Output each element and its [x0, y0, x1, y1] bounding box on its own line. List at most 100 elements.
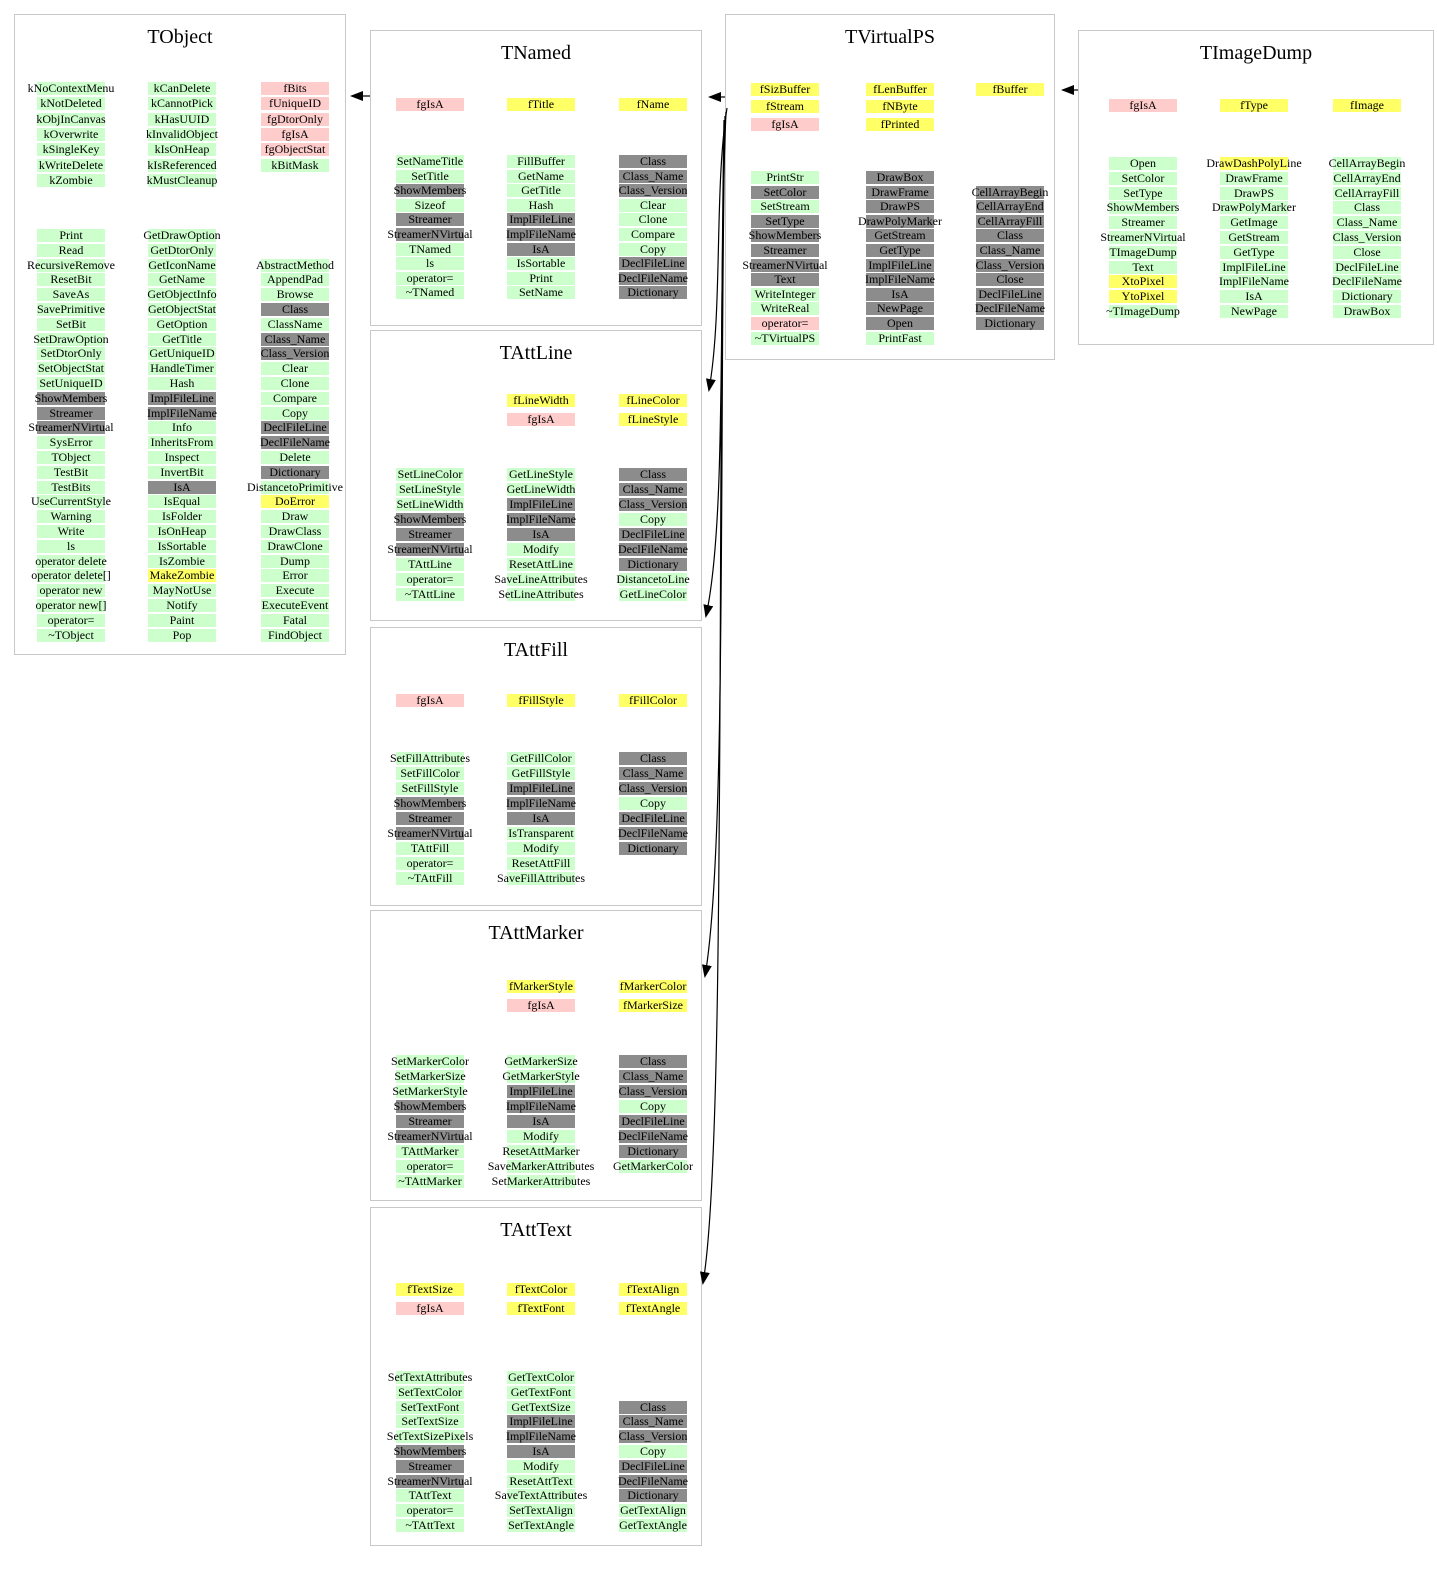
method-cell: GetTextAlign [619, 1503, 687, 1518]
method-cell: operator= [396, 1504, 464, 1518]
method-cell: GetIconName [148, 257, 216, 272]
method-cell: operator= [396, 857, 464, 870]
method-cell: IsA [1220, 290, 1288, 304]
method-cell: GetMarkerColor [613, 1159, 693, 1173]
method-cell: DrawPolyMarker [858, 213, 942, 228]
method-cell: GetName [148, 273, 216, 287]
method-cell: ImplFileName [147, 405, 217, 420]
method-cell: ImplFileName [1219, 274, 1289, 289]
method-cell: Class_Version [618, 183, 688, 198]
data-member-cell: fgObjectStat [261, 143, 329, 157]
method-cell: Class_Name [261, 332, 329, 346]
method-cell: DeclFileName [260, 435, 330, 450]
method-cell: StreamerNVirtual [387, 542, 473, 556]
method-cell: StreamerNVirtual [387, 826, 473, 840]
class-title-timagedump: TImageDump [1199, 42, 1313, 64]
method-cell: Execute [261, 584, 329, 598]
method-cell: StreamerNVirtual [1100, 230, 1186, 244]
method-cell: Pop [148, 628, 216, 642]
method-cell: WriteReal [751, 302, 819, 316]
method-cell: SetTextAttributes [387, 1370, 473, 1384]
data-member-cell: kMustCleanup [146, 172, 218, 187]
data-member-cell: fTextColor [507, 1283, 575, 1296]
class-title-tattmarker: TAttMarker [488, 922, 584, 944]
method-cell: GetFillColor [507, 752, 575, 765]
method-cell: ShowMembers [393, 183, 467, 198]
arrow-tvirtualps-to-tatttext [699, 119, 725, 1285]
data-member-cell: fPrinted [866, 117, 934, 131]
data-member-cell: kCanDelete [148, 82, 216, 95]
method-cell: IsA [507, 242, 575, 256]
method-cell: DeclFileLine [619, 528, 687, 541]
data-member-cell: fgIsA [396, 1301, 464, 1315]
method-cell: SetType [751, 214, 819, 228]
method-cell: Class [976, 229, 1044, 243]
method-cell: PrintStr [751, 171, 819, 184]
method-cell: YtoPixel [1109, 290, 1177, 304]
method-cell: Fatal [261, 613, 329, 627]
method-cell: CellArrayEnd [976, 199, 1044, 214]
method-cell: ShowMembers [34, 390, 108, 405]
method-cell: Close [1333, 245, 1401, 259]
method-cell: Copy [619, 1100, 687, 1113]
method-cell: ~TAttLine [396, 588, 464, 601]
method-cell: IsA [507, 1115, 575, 1128]
method-cell: DeclFileLine [619, 1459, 687, 1473]
data-member-cell: fBuffer [976, 83, 1044, 96]
method-cell: Class_Name [619, 767, 687, 780]
data-member-cell: fMarkerStyle [507, 980, 575, 993]
method-cell: operator= [396, 573, 464, 586]
class-title-tatttext: TAttText [500, 1219, 572, 1241]
data-member-cell: kNotDeleted [37, 97, 105, 111]
method-cell: Print [37, 229, 105, 242]
method-cell: operator new[] [35, 598, 107, 612]
method-cell: SetColor [751, 185, 819, 199]
method-cell: Print [507, 271, 575, 285]
method-cell: Browse [261, 288, 329, 302]
method-cell: Error [261, 569, 329, 583]
method-cell: Open [1109, 157, 1177, 170]
data-member-cell: kZombie [37, 173, 105, 187]
method-cell: IsA [507, 528, 575, 541]
data-member-cell: fTextSize [396, 1283, 464, 1296]
method-cell: ~TAttMarker [396, 1175, 464, 1188]
method-cell: SetObjectStat [37, 361, 105, 376]
method-cell: Compare [619, 228, 687, 241]
data-member-cell: fLineColor [619, 394, 687, 407]
method-cell: IsA [507, 1445, 575, 1458]
data-member-cell: fType [1220, 99, 1288, 112]
method-cell: DistancetoPrimitive [247, 479, 343, 494]
method-cell: TAttFill [396, 842, 464, 855]
method-cell: GetOption [148, 317, 216, 331]
method-cell: operator delete[] [31, 568, 111, 583]
data-member-cell: fMarkerColor [619, 979, 687, 993]
method-cell: DrawFrame [1220, 171, 1288, 185]
method-cell: Modify [507, 543, 575, 556]
method-cell: DistancetoLine [616, 572, 690, 586]
data-member-cell: kIsOnHeap [148, 143, 216, 157]
method-cell: SetLineAttributes [498, 587, 584, 601]
method-cell: Modify [507, 842, 575, 855]
method-cell: SetStream [751, 200, 819, 214]
method-cell: GetMarkerStyle [502, 1069, 580, 1083]
data-member-cell: fgIsA [396, 694, 464, 707]
method-cell: IsFolder [148, 510, 216, 524]
data-member-cell: fLenBuffer [866, 83, 934, 96]
method-cell: SetName [507, 286, 575, 300]
method-cell: SetFillStyle [396, 782, 464, 795]
method-cell: Class_Name [619, 169, 687, 183]
method-cell: GetTitle [148, 332, 216, 346]
method-cell: SaveTextAttributes [494, 1488, 588, 1503]
method-cell: TestBit [37, 465, 105, 479]
data-member-cell: fTextAlign [619, 1283, 687, 1296]
method-cell: ResetBit [37, 273, 105, 287]
method-cell: GetDtorOnly [148, 243, 216, 257]
method-cell: Streamer [751, 244, 819, 257]
data-member-cell: fNByte [866, 100, 934, 114]
method-cell: ShowMembers [1106, 200, 1180, 215]
method-cell: Compare [261, 391, 329, 405]
method-cell: TAttLine [396, 558, 464, 571]
method-cell: Clear [619, 198, 687, 212]
method-cell: SetNameTitle [396, 154, 464, 168]
